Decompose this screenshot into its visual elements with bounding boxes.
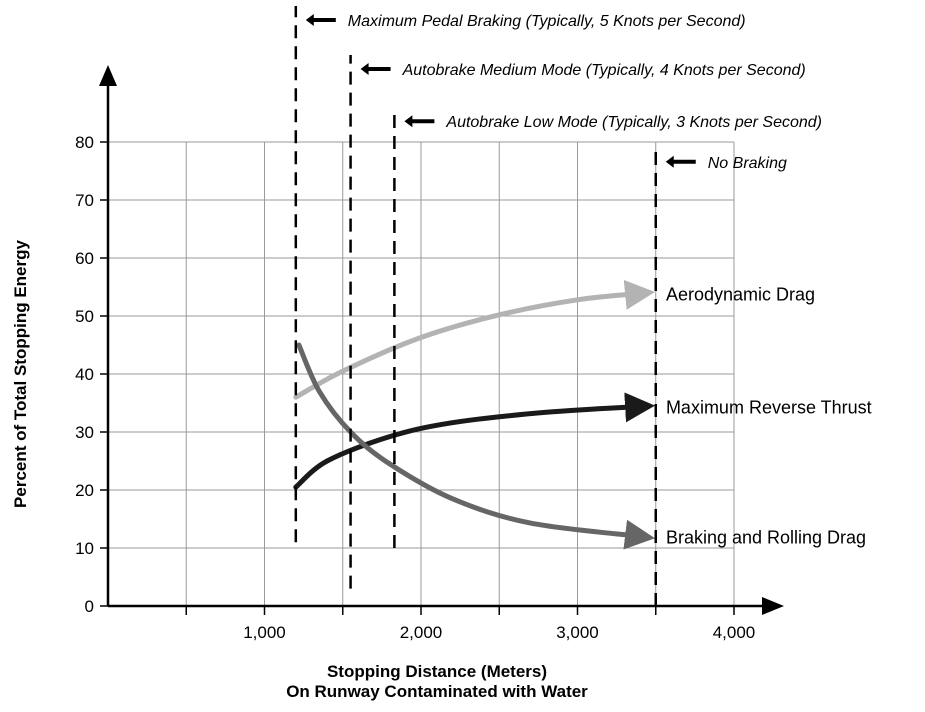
y-tick-label: 10 bbox=[75, 539, 94, 558]
x-tick-label: 1,000 bbox=[243, 623, 286, 642]
series-line-aerodynamic-drag bbox=[293, 279, 656, 400]
x-axis-title-line2: On Runway Contaminated with Water bbox=[286, 682, 588, 701]
y-tick-label: 70 bbox=[75, 191, 94, 210]
y-tick-label: 60 bbox=[75, 249, 94, 268]
x-tick-labels: 1,000 2,000 3,000 4,000 bbox=[185, 606, 756, 642]
y-axis-arrow-icon bbox=[99, 65, 117, 86]
x-tick-label: 4,000 bbox=[713, 623, 756, 642]
y-tick-label: 50 bbox=[75, 307, 94, 326]
x-tick-label: 2,000 bbox=[400, 623, 443, 642]
annotation-label-autobrake-medium-mode-typicall: Autobrake Medium Mode (Typically, 4 Knot… bbox=[402, 62, 806, 79]
left-arrow-icon bbox=[404, 115, 435, 128]
series-line-braking-and-rolling-drag bbox=[296, 342, 655, 550]
left-arrow-icon bbox=[305, 14, 336, 26]
series-label-maximum-reverse-thrust: Maximum Reverse Thrust bbox=[666, 397, 872, 417]
series-layer: Aerodynamic Drag Maximum Reverse Thrust Br… bbox=[293, 279, 872, 550]
x-axis-arrow-icon bbox=[762, 597, 784, 615]
series-label-braking-and-rolling-drag: Braking and Rolling Drag bbox=[666, 527, 866, 547]
annotation-layer: Maximum Pedal Braking (Typically, 5 Knot… bbox=[294, 6, 822, 606]
y-tick-label: 30 bbox=[75, 423, 94, 442]
y-axis-title: Percent of Total Stopping Energy bbox=[11, 239, 30, 507]
annotation-label-autobrake-low-mode-typically-3: Autobrake Low Mode (Typically, 3 Knots p… bbox=[445, 114, 822, 131]
series-label-aerodynamic-drag: Aerodynamic Drag bbox=[666, 284, 815, 304]
x-tick-label: 3,000 bbox=[556, 623, 599, 642]
left-arrow-icon bbox=[360, 63, 391, 75]
left-arrow-icon bbox=[665, 155, 696, 168]
annotation-label-maximum-pedal-braking-typicall: Maximum Pedal Braking (Typically, 5 Knot… bbox=[348, 13, 746, 30]
y-tick-label: 0 bbox=[85, 597, 94, 616]
series-line-maximum-reverse-thrust bbox=[293, 392, 656, 490]
annotation-label-no-braking: No Braking bbox=[708, 155, 787, 172]
y-tick-label: 40 bbox=[75, 365, 94, 384]
y-tick-label: 80 bbox=[75, 133, 94, 152]
axes bbox=[99, 65, 784, 615]
y-tick-labels: 0 10 20 30 40 50 60 70 80 bbox=[75, 133, 108, 616]
y-tick-label: 20 bbox=[75, 481, 94, 500]
x-axis-title: Stopping Distance (Meters) bbox=[327, 662, 547, 681]
